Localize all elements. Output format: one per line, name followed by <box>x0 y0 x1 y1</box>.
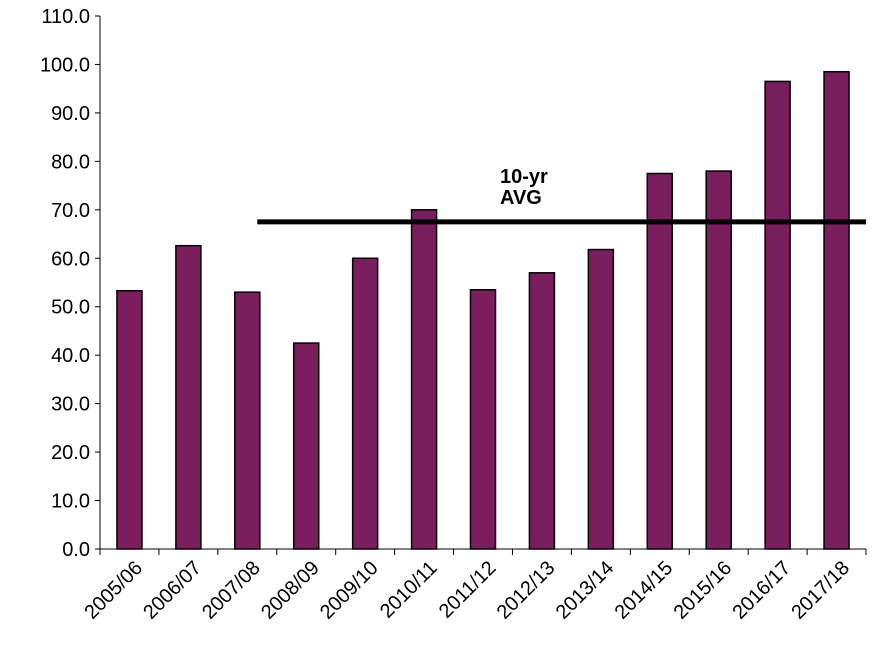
x-tick-label: 2005/06 <box>80 557 147 624</box>
x-axis: 2005/062006/072007/082008/092009/102010/… <box>80 548 867 624</box>
y-tick-label: 80.0 <box>51 151 90 173</box>
x-tick-label: 2012/13 <box>493 557 560 624</box>
x-tick-label: 2010/11 <box>376 557 442 623</box>
x-tick-label: 2013/14 <box>552 557 619 624</box>
y-tick-label: 30.0 <box>51 394 90 416</box>
bar <box>469 289 497 550</box>
y-tick-label: 0.0 <box>62 539 90 561</box>
y-tick-label: 40.0 <box>51 345 90 367</box>
y-tick-label: 10.0 <box>51 491 90 513</box>
y-tick-label: 110.0 <box>41 6 90 28</box>
x-tick-label: 2006/07 <box>139 557 206 624</box>
average-label-line-1: 10-yr <box>500 166 548 188</box>
x-tick-label: 2016/17 <box>728 557 795 624</box>
bar <box>175 244 202 550</box>
x-tick-label: 2014/15 <box>611 557 678 624</box>
x-tick-label: 2008/09 <box>257 557 324 624</box>
y-tick-label: 60.0 <box>51 248 90 270</box>
bars <box>116 70 850 550</box>
y-tick-label: 20.0 <box>51 442 90 464</box>
bar <box>292 342 320 550</box>
bar <box>410 209 438 550</box>
average-line-group: 10-yr AVG <box>257 166 866 225</box>
bar <box>764 80 791 550</box>
x-tick-label: 2009/10 <box>316 557 383 624</box>
y-tick-label: 90.0 <box>51 103 90 125</box>
bar <box>705 170 732 550</box>
y-tick-label: 50.0 <box>51 297 90 319</box>
y-tick-label: 70.0 <box>51 200 90 222</box>
y-tick-label: 100.0 <box>40 54 90 76</box>
bar <box>823 70 850 550</box>
bar <box>116 289 143 550</box>
bar <box>528 272 556 550</box>
y-axis: 0.0 10.0 20.0 30.0 40.0 50.0 60.0 70.0 80.0 90.0 1… <box>40 6 101 561</box>
average-label-line-2: AVG <box>500 187 542 209</box>
bar <box>587 248 615 550</box>
bar <box>351 257 379 550</box>
bar <box>234 291 261 550</box>
x-tick-label: 2011/12 <box>435 557 501 623</box>
bar <box>646 172 674 550</box>
x-tick-label: 2007/08 <box>198 557 265 624</box>
x-tick-label: 2017/18 <box>787 557 854 624</box>
x-tick-label: 2015/16 <box>670 557 737 624</box>
